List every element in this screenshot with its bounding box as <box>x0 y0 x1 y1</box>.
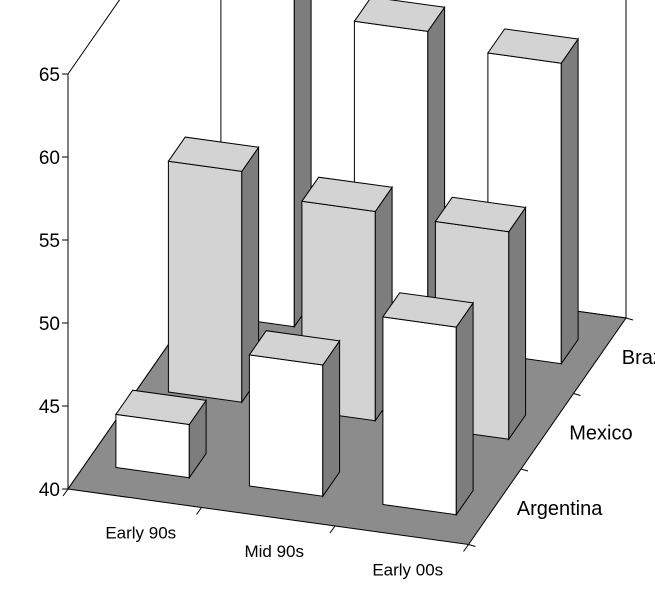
x-tick-label: Early 00s <box>372 560 443 579</box>
bar-front-face <box>167 160 243 403</box>
series-label: Argentina <box>517 498 603 520</box>
bar-top-face <box>434 196 527 233</box>
x-tick-mark <box>463 544 469 552</box>
bar-top-face <box>382 292 474 328</box>
x-tick-label: Early 90s <box>105 523 176 542</box>
y-tick-label: 60 <box>39 148 60 169</box>
bar-top-face <box>301 176 393 213</box>
bar-side-face <box>455 301 474 517</box>
bars-group <box>115 0 579 517</box>
series-tick-mark <box>520 468 529 472</box>
bar-front-face <box>115 413 190 479</box>
bar <box>115 389 207 480</box>
bar <box>248 330 341 498</box>
x-tick-mark <box>62 488 69 497</box>
series-tick-mark <box>573 393 581 396</box>
bar <box>382 292 474 517</box>
y-tick-label: 40 <box>39 480 60 501</box>
bar-front-face <box>382 316 457 516</box>
bar-top-face <box>167 136 260 172</box>
bar-top-face <box>487 28 579 64</box>
x-tick-mark <box>196 507 202 515</box>
y-tick-label: 50 <box>39 314 60 335</box>
bar-top-face <box>248 330 341 366</box>
bar-side-face <box>322 339 341 498</box>
series-tick-mark <box>625 317 634 321</box>
bar-front-face <box>248 354 324 497</box>
series-tick-mark <box>468 544 476 547</box>
x-tick-label: Mid 90s <box>244 542 304 561</box>
x-tick-mark <box>329 525 336 534</box>
y-tick-label: 55 <box>39 231 60 252</box>
y-tick-label: 65 <box>39 65 60 86</box>
series-label: Mexico <box>569 422 632 444</box>
bar <box>167 136 260 404</box>
bar-side-face <box>560 37 579 366</box>
series-label: Brazil <box>622 347 655 369</box>
y-axis: 40 45 50 55 60 65 <box>39 65 68 501</box>
y-tick-label: 45 <box>39 397 60 418</box>
bar-top-face <box>353 0 446 32</box>
bar-side-face <box>508 205 527 441</box>
bar-top-face <box>115 389 207 426</box>
series-axis: Argentina Mexico Brazil <box>468 317 655 547</box>
x-axis: Early 90s Mid 90s Early 00s <box>62 488 469 579</box>
